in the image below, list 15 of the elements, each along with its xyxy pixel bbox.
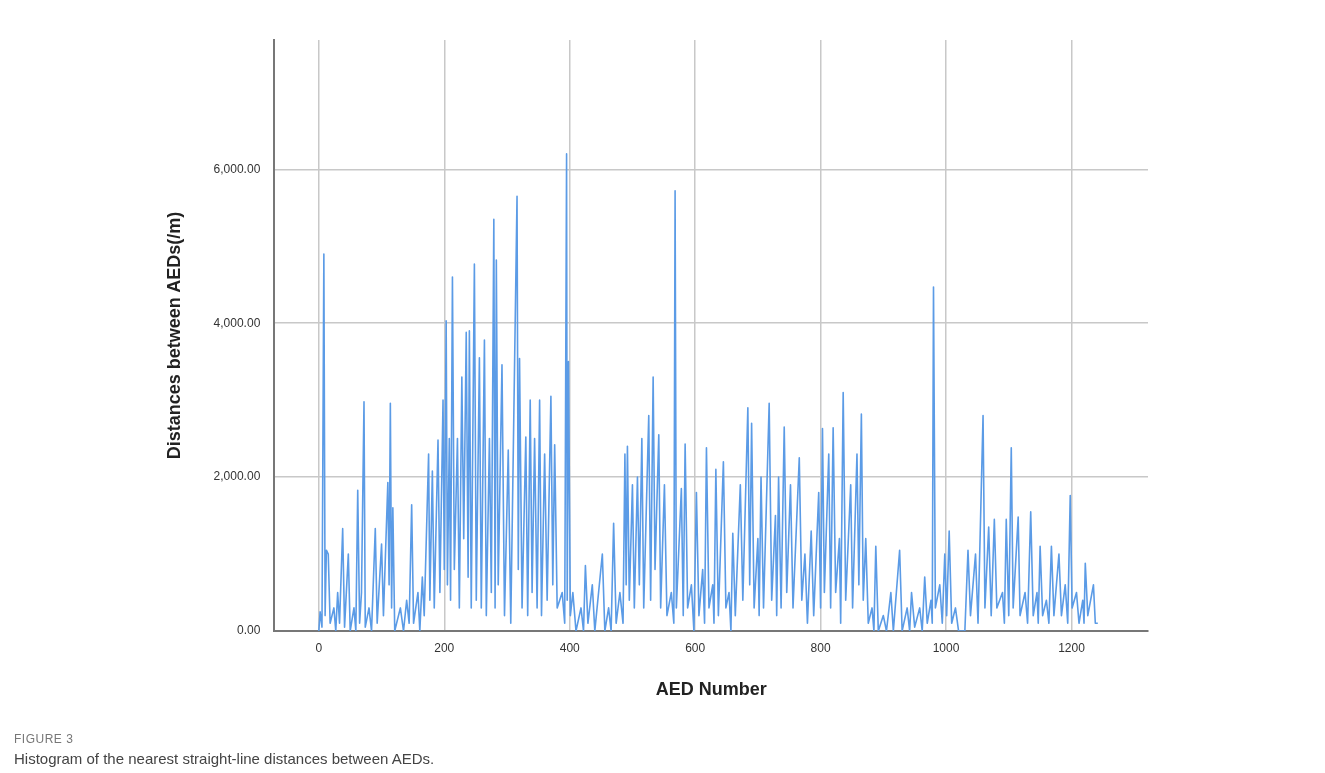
y-axis-title: Distances between AEDs(/m) bbox=[163, 211, 184, 460]
y-tick-label: 2,000.00 bbox=[213, 469, 261, 484]
y-tick-label: 6,000.00 bbox=[213, 161, 261, 176]
x-tick-label: 1000 bbox=[932, 640, 960, 655]
y-tick-label: 4,000.00 bbox=[213, 315, 261, 330]
caption: FIGURE 3 bbox=[14, 732, 75, 746]
x-tick-label: 1200 bbox=[1058, 640, 1086, 655]
x-tick-label: 0 bbox=[315, 640, 323, 655]
x-axis-title: AED Number bbox=[655, 679, 767, 700]
x-tick-label: 600 bbox=[685, 640, 706, 655]
x-tick-label: 200 bbox=[434, 640, 455, 655]
y-tick-label: 0.00 bbox=[236, 623, 261, 638]
x-tick-label: 800 bbox=[810, 640, 831, 655]
x-tick-label: 400 bbox=[559, 640, 581, 655]
text: Histogram of the nearest straight-line distances between AEDs. bbox=[14, 750, 435, 767]
